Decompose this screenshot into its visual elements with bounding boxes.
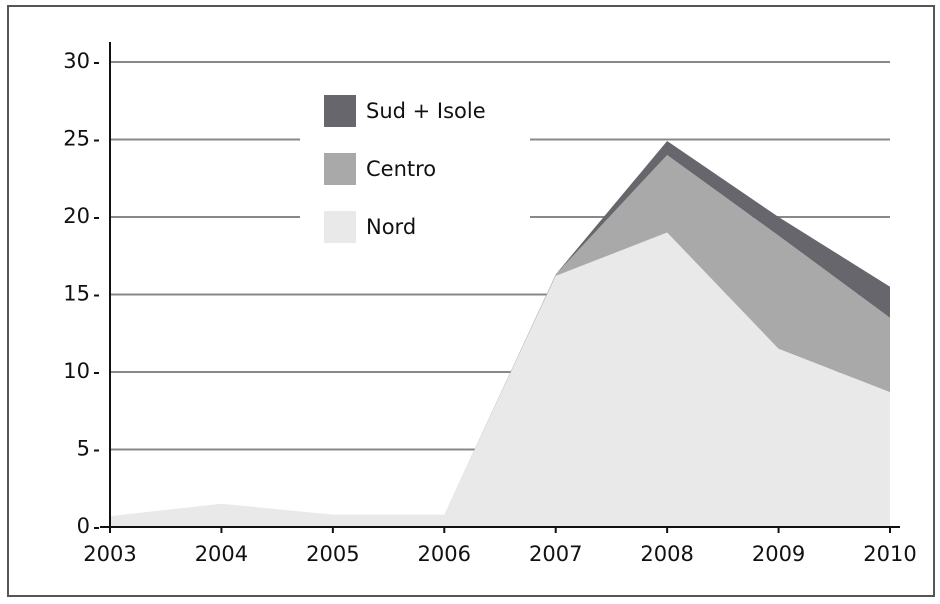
x-tick-label: 2005 bbox=[306, 542, 359, 566]
y-tick-label: 0 bbox=[77, 514, 90, 538]
x-tick-label: 2009 bbox=[752, 542, 805, 566]
legend-label: Sud + Isole bbox=[366, 99, 486, 123]
y-tick-label: 10 bbox=[63, 359, 90, 383]
y-tick-label: 30 bbox=[63, 49, 90, 73]
legend-swatch bbox=[324, 95, 356, 127]
legend-label: Centro bbox=[366, 157, 436, 181]
legend-swatch bbox=[324, 211, 356, 243]
legend-swatch bbox=[324, 153, 356, 185]
y-tick-label: 25 bbox=[63, 127, 90, 151]
y-tick-label: 5 bbox=[77, 437, 90, 461]
x-tick-label: 2010 bbox=[863, 542, 916, 566]
area bbox=[110, 232, 890, 527]
x-tick-label: 2004 bbox=[195, 542, 248, 566]
legend-label: Nord bbox=[366, 215, 416, 239]
y-tick-label: 15 bbox=[63, 282, 90, 306]
x-tick-label: 2006 bbox=[418, 542, 471, 566]
x-tick-label: 2003 bbox=[83, 542, 136, 566]
x-tick-label: 2007 bbox=[529, 542, 582, 566]
area bbox=[110, 155, 890, 517]
x-tick-label: 2008 bbox=[640, 542, 693, 566]
y-tick-label: 20 bbox=[63, 204, 90, 228]
